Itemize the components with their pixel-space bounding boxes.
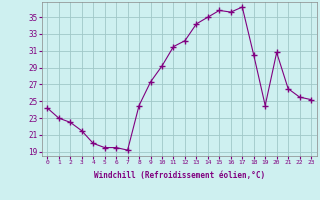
X-axis label: Windchill (Refroidissement éolien,°C): Windchill (Refroidissement éolien,°C) (94, 171, 265, 180)
